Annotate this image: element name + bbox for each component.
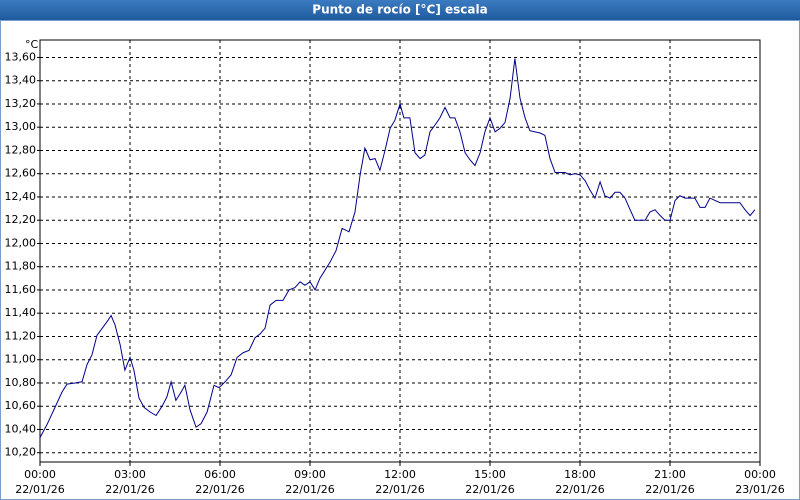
x-tick-label: 03:00	[114, 468, 146, 481]
y-tick-label: 10,40	[5, 422, 37, 435]
chart-title: Punto de rocío [°C] escala	[312, 3, 487, 17]
y-tick-label: 12,20	[5, 213, 37, 226]
x-tick-date: 22/01/26	[375, 483, 424, 496]
y-tick-label: 12,80	[5, 143, 37, 156]
x-tick-date: 22/01/26	[465, 483, 514, 496]
x-tick-date: 22/01/26	[195, 483, 244, 496]
y-tick-label: 12,40	[5, 190, 37, 203]
x-tick-date: 22/01/26	[645, 483, 694, 496]
y-tick-label: 11,60	[5, 283, 37, 296]
x-tick-date: 22/01/26	[105, 483, 154, 496]
x-tick-label: 09:00	[294, 468, 326, 481]
y-tick-label: 10,80	[5, 376, 37, 389]
y-tick-label: 13,60	[5, 50, 37, 63]
title-bar	[0, 0, 800, 20]
y-tick-label: 11,20	[5, 329, 37, 342]
x-tick-date: 22/01/26	[285, 483, 334, 496]
x-tick-label: 18:00	[564, 468, 596, 481]
x-tick-date: 22/01/26	[15, 483, 64, 496]
x-tick-label: 00:00	[24, 468, 56, 481]
x-tick-label: 21:00	[654, 468, 686, 481]
x-tick-label: 06:00	[204, 468, 236, 481]
y-tick-label: 13,00	[5, 120, 37, 133]
y-tick-label: 13,20	[5, 97, 37, 110]
y-tick-label: 12,60	[5, 167, 37, 180]
y-tick-label: 11,00	[5, 353, 37, 366]
data-line	[39, 58, 756, 438]
x-tick-label: 15:00	[474, 468, 506, 481]
y-tick-label: 12,00	[5, 236, 37, 249]
y-tick-label: 10,20	[5, 446, 37, 459]
x-tick-label: 12:00	[384, 468, 416, 481]
x-tick-date: 22/01/26	[555, 483, 604, 496]
x-tick-date: 23/01/26	[735, 483, 784, 496]
y-tick-label: 13,40	[5, 74, 37, 87]
y-tick-label: 11,80	[5, 260, 37, 273]
y-tick-label: 11,40	[5, 306, 37, 319]
x-tick-label: 00:00	[744, 468, 776, 481]
y-tick-label: 10,60	[5, 399, 37, 412]
y-axis-label: °C	[25, 38, 39, 51]
